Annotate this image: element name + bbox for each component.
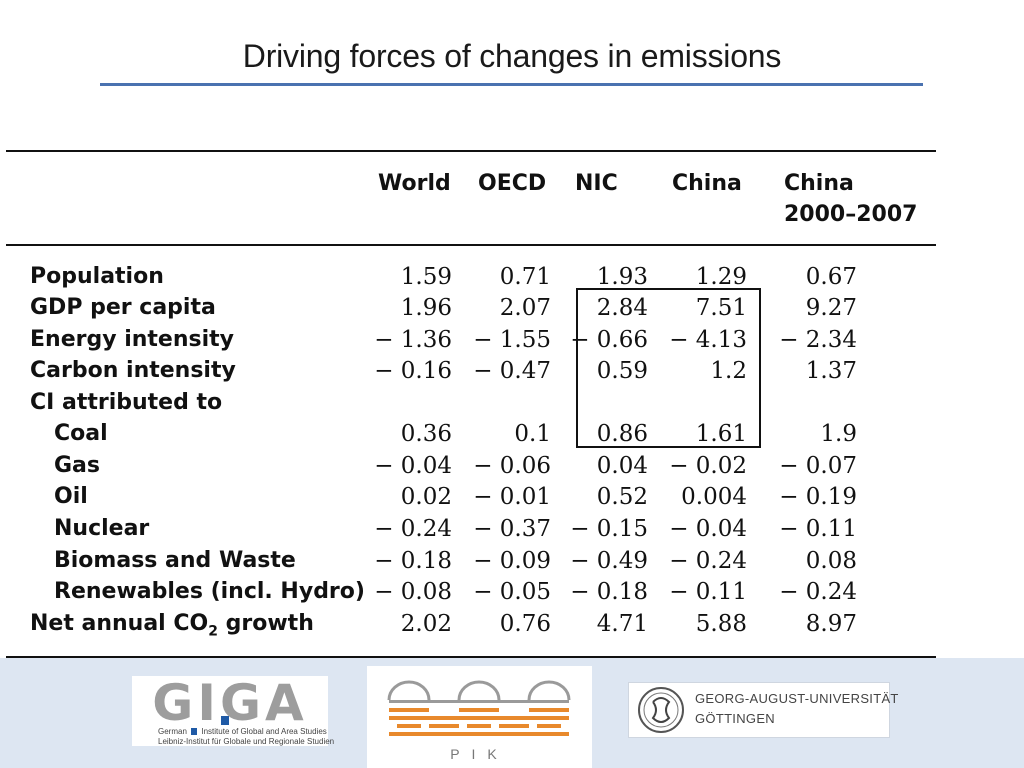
table-cell: 0.67: [805, 264, 857, 290]
slide-title: Driving forces of changes in emissions: [242, 38, 782, 74]
emissions-table: World OECD NIC China China 2000–2007 Pop…: [6, 148, 946, 662]
table-cell: − 0.18: [374, 548, 452, 574]
table-cell: 1.59: [400, 264, 452, 290]
column-header-china: China: [672, 171, 742, 196]
table-cell: − 0.09: [473, 548, 551, 574]
table-cell: 0.004: [681, 484, 747, 510]
giga-logo: GIGA German Institute of Global and Area…: [132, 674, 335, 746]
table-cell: − 0.16: [374, 358, 452, 384]
table-cell: − 1.55: [473, 327, 551, 353]
table-cell: − 2.34: [779, 327, 857, 353]
table-cell: 1.61: [695, 421, 747, 447]
table-cell: − 0.04: [374, 453, 452, 479]
goettingen-logo: GEORG-AUGUST-UNIVERSITÄT GÖTTINGEN: [628, 682, 898, 738]
table-cell: − 0.18: [570, 579, 648, 605]
goettingen-seal-icon: [638, 687, 684, 733]
table-cell: − 0.08: [374, 579, 452, 605]
table-cell: − 0.02: [669, 453, 747, 479]
row-label-net-co2-growth: Net annual CO2 growth: [30, 611, 314, 640]
table-cell: 1.9: [820, 421, 857, 447]
column-header-oecd: OECD: [478, 171, 547, 196]
giga-blue-square: [221, 716, 229, 725]
table-cell: 1.93: [596, 264, 648, 290]
table-cell: − 0.01: [473, 484, 551, 510]
highlight-box: [576, 288, 761, 448]
table-cell: 0.1: [514, 421, 551, 447]
row-label-renewables: Renewables (incl. Hydro): [54, 579, 365, 604]
table-header-rule: [6, 244, 936, 246]
column-header-china-period: China: [784, 171, 854, 196]
table-cell: 8.97: [805, 611, 857, 637]
row-label-carbon-intensity: Carbon intensity: [30, 358, 236, 383]
table-cell: 4.71: [596, 611, 648, 637]
table-cell: − 0.24: [669, 548, 747, 574]
table-cell: − 0.05: [473, 579, 551, 605]
table-cell: − 4.13: [669, 327, 747, 353]
table-cell: 0.36: [400, 421, 452, 447]
table-cell: − 0.19: [779, 484, 857, 510]
table-bottom-rule: [6, 656, 936, 658]
table-cell: 0.86: [596, 421, 648, 447]
table-cell: − 0.49: [570, 548, 648, 574]
table-cell: − 0.37: [473, 516, 551, 542]
table-cell: 0.08: [805, 548, 857, 574]
row-label-ci-attributed: CI attributed to: [30, 390, 223, 415]
table-cell: 5.88: [695, 611, 747, 637]
column-header-world: World: [378, 171, 451, 196]
table-cell: − 0.04: [669, 516, 747, 542]
table-top-rule: [6, 150, 936, 152]
title-underline: [100, 83, 923, 86]
table-cell: 1.29: [695, 264, 747, 290]
row-label-population: Population: [30, 264, 164, 289]
table-cell: 1.37: [805, 358, 857, 384]
table-cell: − 0.24: [374, 516, 452, 542]
table-cell: 0.02: [400, 484, 452, 510]
row-label-energy-intensity: Energy intensity: [30, 327, 235, 352]
table-cell: − 0.07: [779, 453, 857, 479]
row-label-nuclear: Nuclear: [54, 516, 150, 541]
goettingen-line1: GEORG-AUGUST-UNIVERSITÄT: [695, 691, 899, 706]
table-cell: − 0.15: [570, 516, 648, 542]
giga-small-square: [191, 728, 198, 735]
table-cell: 1.96: [400, 295, 452, 321]
table-cell: 7.51: [695, 295, 747, 321]
table-cell: − 0.47: [473, 358, 551, 384]
giga-line-institute: Institute of Global and Area Studies: [201, 727, 327, 736]
giga-wordmark: GIGA: [152, 674, 308, 732]
goettingen-line2: GÖTTINGEN: [695, 711, 775, 726]
table-cell: 2.07: [499, 295, 551, 321]
column-header-period: 2000–2007: [784, 202, 918, 227]
table-cell: 9.27: [805, 295, 857, 321]
table-cell: 2.84: [596, 295, 648, 321]
table-cell: − 0.11: [669, 579, 747, 605]
giga-line-leibniz: Leibniz-Institut für Globale und Regiona…: [158, 737, 335, 746]
table-cell: 2.02: [400, 611, 452, 637]
table-cell: − 1.36: [374, 327, 452, 353]
table-cell: − 0.11: [779, 516, 857, 542]
pik-emblem-icon: [387, 680, 571, 736]
pik-label: PIK: [450, 746, 509, 762]
table-cell: − 0.06: [473, 453, 551, 479]
row-label-oil: Oil: [54, 484, 88, 509]
table-cell: 1.2: [710, 358, 747, 384]
column-header-nic: NIC: [575, 171, 618, 196]
table-cell: 0.76: [499, 611, 551, 637]
giga-line-german: German: [158, 727, 187, 736]
pik-logo: PIK: [367, 666, 592, 768]
row-label-biomass-waste: Biomass and Waste: [54, 548, 296, 573]
table-cell: 0.71: [499, 264, 551, 290]
table-cell: − 0.66: [570, 327, 648, 353]
table-cell: 0.59: [596, 358, 648, 384]
row-label-gas: Gas: [54, 453, 100, 478]
table-cell: 0.52: [596, 484, 648, 510]
table-cell: 0.04: [596, 453, 648, 479]
row-label-gdp-per-capita: GDP per capita: [30, 295, 216, 320]
row-label-coal: Coal: [54, 421, 108, 446]
table-cell: − 0.24: [779, 579, 857, 605]
